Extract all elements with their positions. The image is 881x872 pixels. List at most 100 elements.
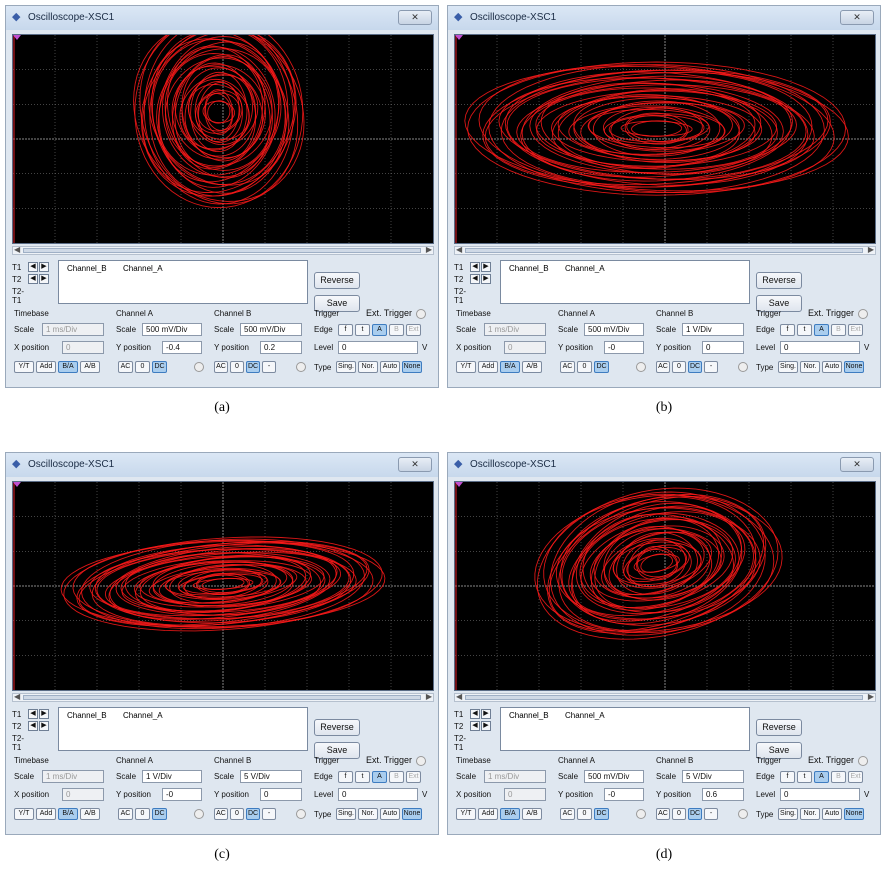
save-button[interactable]: Save [756,295,802,312]
trigger-edge-button-0[interactable]: f [338,771,353,783]
close-button[interactable]: ✕ [398,457,432,472]
channel-b-coupling-button-2[interactable]: DC [688,808,702,820]
channel-b-terminal-icon[interactable] [738,809,748,819]
trigger-level-field[interactable]: 0 [338,341,418,354]
timebase-mode-button-1[interactable]: Add [36,808,56,820]
trigger-edge-button-2[interactable]: A [372,324,387,336]
timebase-mode-button-2[interactable]: B/A [58,808,78,820]
channel-b-coupling-button-2[interactable]: DC [246,361,260,373]
ext-trigger-terminal-icon[interactable] [416,755,427,766]
scroll-left-icon[interactable]: ◀ [14,245,21,254]
trigger-type-button-1[interactable]: Nor. [358,808,378,820]
trigger-type-button-0[interactable]: Sing. [778,361,798,373]
timebase-xpos-field[interactable]: 0 [62,788,104,801]
trigger-type-button-1[interactable]: Nor. [800,808,820,820]
channel-a-coupling-button-2[interactable]: DC [152,361,167,373]
timebase-mode-button-3[interactable]: A/B [522,361,542,373]
channel-b-coupling-button-3[interactable]: - [704,808,718,820]
trigger-edge-button-2[interactable]: A [372,771,387,783]
cursor-right-arrow-icon[interactable]: ▶ [39,274,49,284]
reverse-button[interactable]: Reverse [756,272,802,289]
channel-a-ypos-field[interactable]: -0 [162,788,202,801]
channel-a-coupling-button-0[interactable]: AC [118,808,133,820]
scrollbar-thumb[interactable] [23,695,421,700]
trigger-level-field[interactable]: 0 [780,341,860,354]
timebase-scale-field[interactable]: 1 ms/Div [484,323,546,336]
channel-a-coupling-button-1[interactable]: 0 [577,361,592,373]
trigger-type-button-0[interactable]: Sing. [336,808,356,820]
timebase-mode-button-1[interactable]: Add [478,808,498,820]
reverse-button[interactable]: Reverse [314,719,360,736]
trigger-edge-button-2[interactable]: A [814,771,829,783]
cursor-t1-marker-icon[interactable] [13,482,21,487]
channel-a-coupling-button-0[interactable]: AC [560,361,575,373]
trigger-type-button-0[interactable]: Sing. [336,361,356,373]
timebase-xpos-field[interactable]: 0 [504,788,546,801]
trigger-edge-button-0[interactable]: f [780,324,795,336]
channel-a-coupling-button-0[interactable]: AC [118,361,133,373]
trigger-type-button-3[interactable]: None [402,361,422,373]
cursor-right-arrow-icon[interactable]: ▶ [481,709,491,719]
channel-b-coupling-button-3[interactable]: - [262,808,276,820]
ext-trigger-terminal-icon[interactable] [416,308,427,319]
trigger-edge-button-4[interactable]: Ext [848,771,863,783]
channel-b-scale-field[interactable]: 1 V/Div [682,323,744,336]
channel-a-coupling-button-2[interactable]: DC [594,808,609,820]
trigger-type-button-2[interactable]: Auto [380,361,400,373]
channel-b-scale-field[interactable]: 5 V/Div [682,770,744,783]
channel-a-coupling-button-1[interactable]: 0 [135,808,150,820]
channel-a-ypos-field[interactable]: -0 [604,341,644,354]
trigger-type-button-3[interactable]: None [844,361,864,373]
channel-a-terminal-icon[interactable] [636,809,646,819]
trigger-edge-button-1[interactable]: t [797,771,812,783]
trigger-edge-button-4[interactable]: Ext [406,324,421,336]
scroll-left-icon[interactable]: ◀ [456,692,463,701]
trigger-edge-button-3[interactable]: B [831,324,846,336]
ext-trigger-terminal-icon[interactable] [858,755,869,766]
timebase-mode-button-3[interactable]: A/B [80,808,100,820]
scrollbar-thumb[interactable] [23,248,421,253]
channel-a-coupling-button-2[interactable]: DC [594,361,609,373]
save-button[interactable]: Save [314,295,360,312]
trigger-level-field[interactable]: 0 [780,788,860,801]
title-bar[interactable]: ◆ Oscilloscope-XSC1 ✕ [448,6,880,30]
trigger-edge-button-1[interactable]: t [355,771,370,783]
channel-b-ypos-field[interactable]: 0 [260,788,302,801]
trigger-edge-button-0[interactable]: f [338,324,353,336]
channel-b-coupling-button-0[interactable]: AC [214,361,228,373]
cursor-left-arrow-icon[interactable]: ◀ [28,262,38,272]
scrollbar-thumb[interactable] [465,248,863,253]
cursor-right-arrow-icon[interactable]: ▶ [39,262,49,272]
close-button[interactable]: ✕ [398,10,432,25]
trigger-type-button-1[interactable]: Nor. [358,361,378,373]
scroll-right-icon[interactable]: ▶ [425,245,432,254]
cursor-right-arrow-icon[interactable]: ▶ [481,721,491,731]
timebase-xpos-field[interactable]: 0 [62,341,104,354]
channel-a-scale-field[interactable]: 1 V/Div [142,770,202,783]
cursor-t1-marker-icon[interactable] [455,35,463,40]
cursor-left-arrow-icon[interactable]: ◀ [28,709,38,719]
channel-b-terminal-icon[interactable] [738,362,748,372]
trigger-type-button-3[interactable]: None [844,808,864,820]
channel-b-coupling-button-3[interactable]: - [704,361,718,373]
horizontal-scrollbar[interactable]: ◀ ▶ [454,692,876,702]
scroll-left-icon[interactable]: ◀ [456,245,463,254]
cursor-t1-marker-icon[interactable] [13,35,21,40]
timebase-mode-button-1[interactable]: Add [478,361,498,373]
title-bar[interactable]: ◆ Oscilloscope-XSC1 ✕ [448,453,880,477]
timebase-xpos-field[interactable]: 0 [504,341,546,354]
channel-a-scale-field[interactable]: 500 mV/Div [142,323,202,336]
channel-b-coupling-button-1[interactable]: 0 [230,361,244,373]
timebase-mode-button-2[interactable]: B/A [500,808,520,820]
timebase-mode-button-0[interactable]: Y/T [456,808,476,820]
cursor-left-arrow-icon[interactable]: ◀ [470,262,480,272]
timebase-mode-button-2[interactable]: B/A [58,361,78,373]
cursor-left-arrow-icon[interactable]: ◀ [470,721,480,731]
trigger-edge-button-3[interactable]: B [389,324,404,336]
trigger-type-button-2[interactable]: Auto [822,361,842,373]
timebase-scale-field[interactable]: 1 ms/Div [484,770,546,783]
channel-b-coupling-button-2[interactable]: DC [688,361,702,373]
timebase-scale-field[interactable]: 1 ms/Div [42,323,104,336]
trigger-edge-button-4[interactable]: Ext [406,771,421,783]
scroll-left-icon[interactable]: ◀ [14,692,21,701]
